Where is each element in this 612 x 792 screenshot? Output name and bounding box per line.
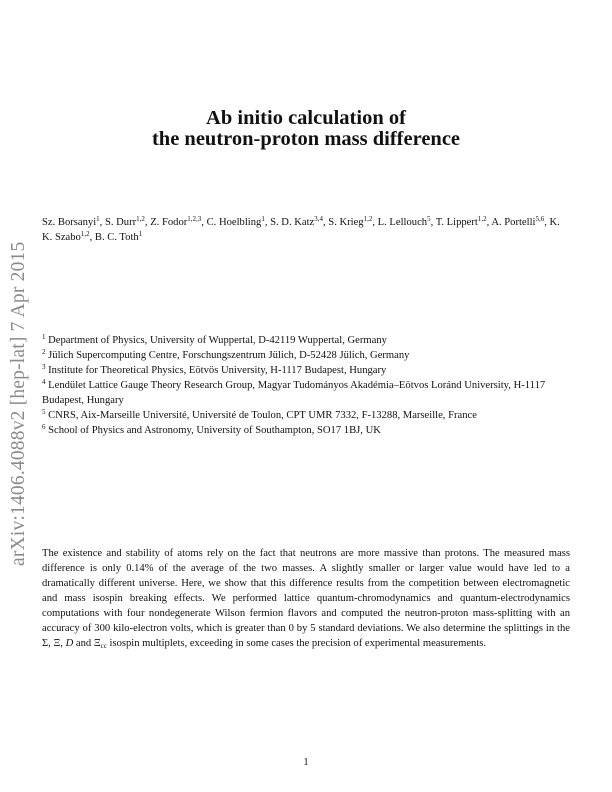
affiliation-text: School of Physics and Astronomy, Univers… bbox=[48, 425, 381, 436]
title-line-2: the neutron-proton mass difference bbox=[151, 128, 461, 150]
author: B. C. Toth1 bbox=[94, 230, 143, 244]
author-affiliation-sup: 1 bbox=[261, 215, 265, 223]
author: S. D. Katz3,4 bbox=[270, 215, 323, 229]
author-affiliation-sup: 5,6 bbox=[535, 215, 545, 223]
affiliation-list: 1 Department of Physics, University of W… bbox=[42, 333, 572, 438]
affiliation-number: 3 bbox=[42, 363, 46, 371]
author-name: S. Krieg bbox=[328, 217, 364, 228]
author: K. K. Szabo1,2 bbox=[42, 217, 560, 243]
author-name: T. Lippert bbox=[435, 217, 478, 228]
affiliation: 3 Institute for Theoretical Physics, Eöt… bbox=[42, 363, 572, 378]
author: S. Durr1,2 bbox=[104, 215, 145, 229]
author-name: K. K. Szabo bbox=[42, 217, 560, 243]
title-line-1: Ab initio calculation of bbox=[206, 107, 406, 129]
author-name: C. Hoelbling bbox=[206, 217, 262, 228]
author: Sz. Borsanyi1 bbox=[42, 215, 100, 229]
author-affiliation-sup: 1 bbox=[96, 215, 100, 223]
author-affiliation-sup: 1,2 bbox=[80, 230, 90, 238]
author-name: A. Portelli bbox=[491, 217, 536, 228]
author-name: S. D. Katz bbox=[270, 217, 315, 228]
affiliation-number: 6 bbox=[42, 423, 46, 431]
author-affiliation-sup: 3,4 bbox=[314, 215, 323, 223]
affiliation: 2 Jülich Supercomputing Centre, Forschun… bbox=[42, 348, 572, 363]
affiliation: 6 School of Physics and Astronomy, Unive… bbox=[42, 423, 572, 438]
affiliation-text: Department of Physics, University of Wup… bbox=[48, 335, 387, 346]
affiliation-number: 4 bbox=[42, 378, 46, 386]
author: A. Portelli5,6 bbox=[491, 215, 545, 229]
affiliation-number: 5 bbox=[42, 408, 46, 416]
abstract-text: isospin multiplets, exceeding in some ca… bbox=[106, 638, 487, 649]
author-affiliation-sup: 5 bbox=[427, 215, 431, 223]
abstract-subscript: cc bbox=[100, 642, 107, 650]
affiliation-number: 1 bbox=[42, 333, 46, 341]
arxiv-stamp: arXiv:1406.4088v2 [hep-lat] 7 Apr 2015 bbox=[8, 241, 29, 566]
author-affiliation-sup: 1,2,3 bbox=[187, 215, 202, 223]
author-name: Z. Fodor bbox=[150, 217, 188, 228]
affiliation-text: Jülich Supercomputing Centre, Forschungs… bbox=[48, 350, 410, 361]
author-list: Sz. Borsanyi1, S. Durr1,2, Z. Fodor1,2,3… bbox=[42, 215, 560, 244]
author: T. Lippert1,2 bbox=[435, 215, 487, 229]
abstract: The existence and stability of atoms rel… bbox=[42, 546, 570, 651]
affiliation: 1 Department of Physics, University of W… bbox=[42, 333, 572, 348]
abstract-text: and Ξ bbox=[73, 638, 101, 649]
author-affiliation-sup: 1 bbox=[138, 230, 143, 238]
author: Z. Fodor1,2,3 bbox=[150, 215, 202, 229]
author-affiliation-sup: 1,2 bbox=[477, 215, 487, 223]
author-name: Sz. Borsanyi bbox=[42, 217, 97, 228]
author: S. Krieg1,2 bbox=[328, 215, 373, 229]
abstract-text: The existence and stability of atoms rel… bbox=[42, 548, 570, 649]
author-affiliation-sup: 1,2 bbox=[363, 215, 373, 223]
author-name: S. Durr bbox=[104, 217, 137, 228]
abstract-symbol-d: D bbox=[65, 638, 74, 649]
author: C. Hoelbling1 bbox=[206, 215, 265, 229]
author-affiliation-sup: 1,2 bbox=[136, 215, 145, 223]
page-number: 1 bbox=[303, 757, 309, 768]
author-name: B. C. Toth bbox=[94, 232, 139, 243]
author: L. Lellouch5 bbox=[377, 215, 431, 229]
author-name: L. Lellouch bbox=[377, 217, 428, 228]
affiliation-text: Lendület Lattice Gauge Theory Research G… bbox=[42, 380, 546, 406]
affiliation: 4 Lendület Lattice Gauge Theory Research… bbox=[42, 378, 572, 408]
affiliation: 5 CNRS, Aix-Marseille Université, Univer… bbox=[42, 408, 572, 423]
paper-title: Ab initio calculation of the neutron-pro… bbox=[0, 108, 612, 150]
affiliation-text: CNRS, Aix-Marseille Université, Universi… bbox=[48, 410, 477, 421]
affiliation-text: Institute for Theoretical Physics, Eötvö… bbox=[48, 365, 387, 376]
affiliation-number: 2 bbox=[42, 348, 46, 356]
